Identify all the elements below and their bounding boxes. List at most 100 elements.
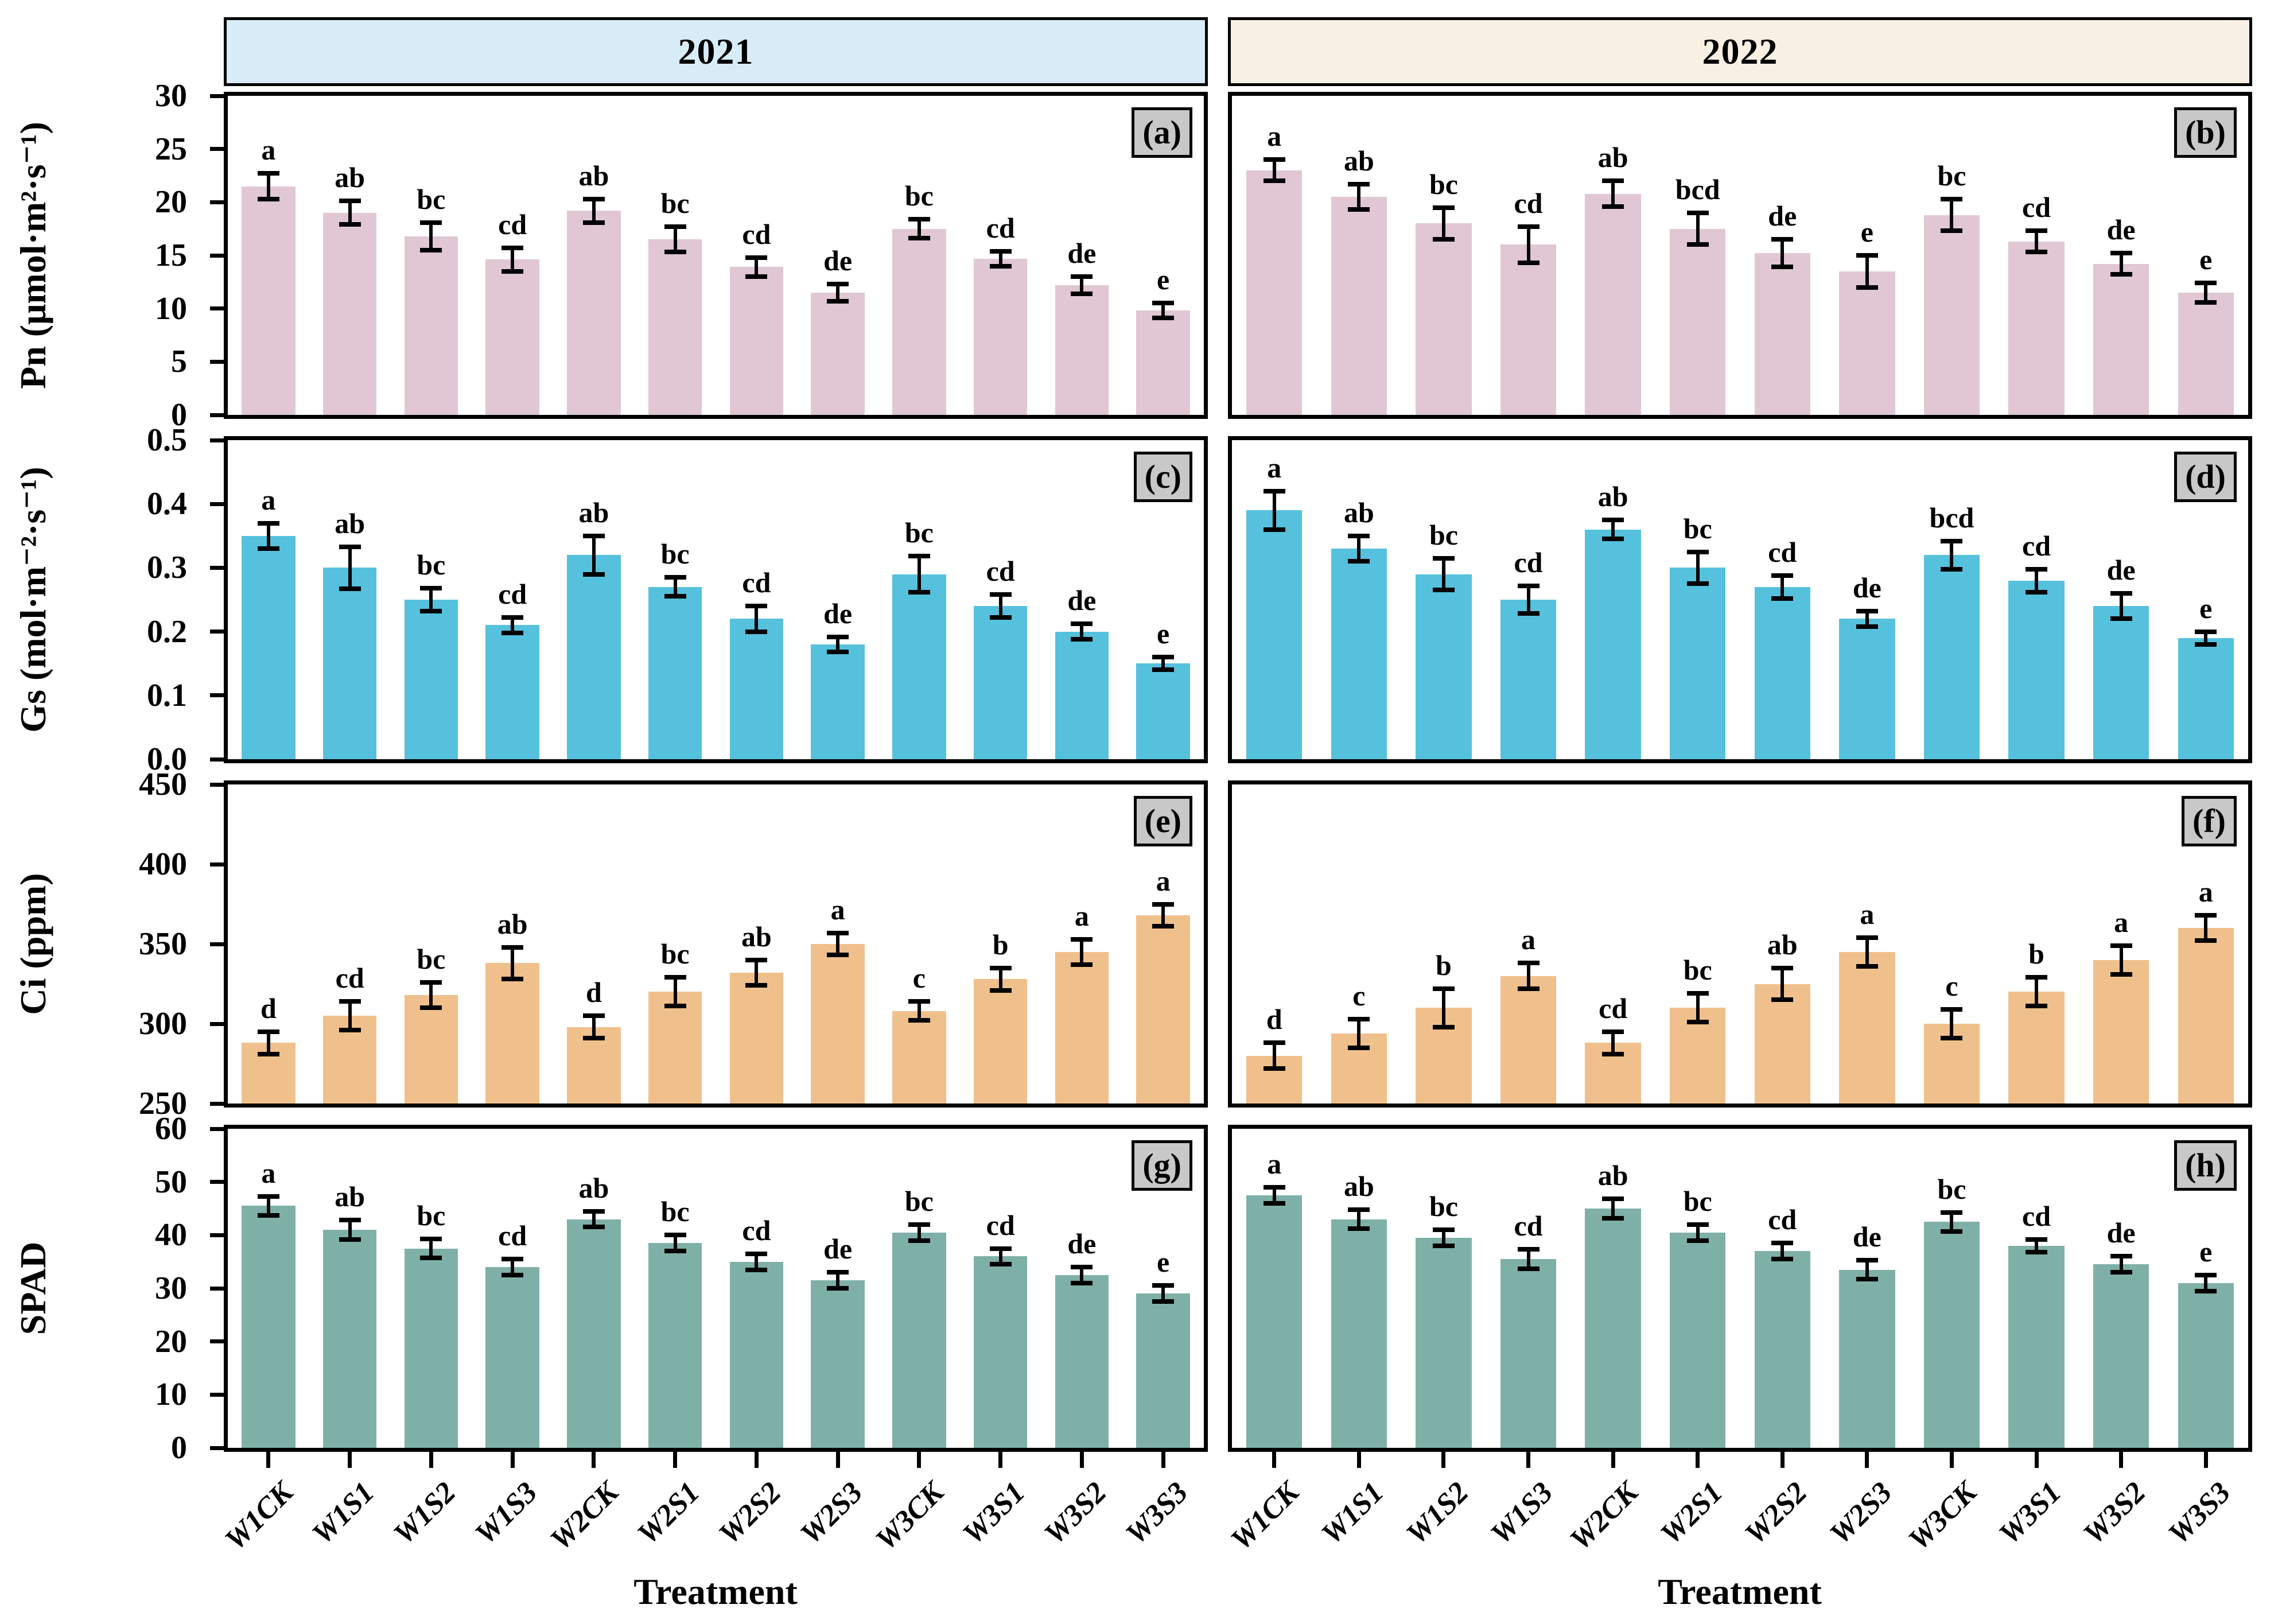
- significance-letter: de: [1067, 1227, 1097, 1260]
- error-bar-bottom-cap: [1602, 537, 1624, 542]
- error-bar-bottom-cap: [1517, 260, 1540, 265]
- significance-letter: a: [1860, 898, 1875, 930]
- bar-W2S3: [1839, 951, 1895, 1104]
- error-bar: [1950, 541, 1954, 569]
- bar-W3S2: [2093, 263, 2149, 415]
- error-bar-top-cap: [745, 1251, 768, 1256]
- error-bar-top-cap: [582, 1013, 605, 1019]
- y-tick: [210, 1233, 224, 1237]
- x-axis-title-right: Treatment: [1658, 1571, 1822, 1612]
- bar-W3S1: [2008, 1245, 2065, 1448]
- error-bar: [1865, 255, 1869, 287]
- error-bar-bottom-cap: [2026, 1250, 2048, 1254]
- error-bar-top-cap: [908, 217, 930, 222]
- bar-W3CK: [1923, 1222, 1980, 1448]
- error-bar-top-cap: [1432, 555, 1455, 561]
- error-bar: [836, 284, 840, 301]
- error-bar: [673, 1235, 677, 1252]
- error-bar-bottom-cap: [1263, 178, 1285, 184]
- error-bar-bottom-cap: [908, 1018, 930, 1023]
- significance-letter: ab: [335, 1180, 366, 1213]
- significance-letter: cd: [1514, 1210, 1543, 1242]
- error-bar-top-cap: [2195, 629, 2217, 634]
- bar-W2S1: [1670, 568, 1726, 759]
- error-bar-bottom-cap: [989, 1262, 1012, 1267]
- error-bar: [348, 1220, 352, 1240]
- error-bar: [1780, 968, 1785, 1000]
- error-bar-top-cap: [582, 533, 605, 538]
- bar-W1S1: [322, 568, 377, 759]
- panel-h: a ab bc cd ab bc cd de bc cd de e (h) W1CK W1S1 W1S2 W1S…: [1225, 1125, 2252, 1556]
- bar-W3CK: [892, 228, 946, 415]
- error-bar-top-cap: [664, 1233, 686, 1238]
- error-bar-top-cap: [1071, 937, 1093, 942]
- error-bar: [2035, 1239, 2039, 1252]
- bar-W2S1: [1670, 228, 1726, 415]
- bar-W1CK: [1246, 510, 1303, 759]
- x-tick-label: W1S1: [1315, 1475, 1390, 1551]
- significance-letter: bc: [417, 1199, 446, 1231]
- error-bar-top-cap: [1856, 1257, 1878, 1262]
- error-bar-bottom-cap: [664, 1004, 686, 1009]
- error-bar-bottom-cap: [420, 247, 442, 252]
- y-tick-label: 20: [155, 184, 187, 220]
- x-tick: [1949, 1452, 1954, 1468]
- bar-W3S1: [2008, 580, 2065, 759]
- error-bar: [266, 173, 270, 199]
- error-bar-top-cap: [1152, 902, 1175, 907]
- error-bar-bottom-cap: [1071, 291, 1093, 296]
- error-bar-top-cap: [1602, 1029, 1624, 1034]
- error-bar: [266, 523, 270, 549]
- significance-letter: cd: [986, 1209, 1015, 1241]
- error-bar-top-cap: [1432, 986, 1455, 991]
- error-bar-bottom-cap: [1517, 986, 1540, 991]
- error-bar-top-cap: [1071, 274, 1093, 279]
- bar-W1S2: [404, 600, 458, 759]
- error-bar: [1950, 199, 1954, 231]
- error-bar-bottom-cap: [664, 1249, 686, 1254]
- error-bar: [348, 201, 352, 225]
- x-tick: [1865, 1452, 1869, 1468]
- error-bar-top-cap: [1432, 205, 1455, 210]
- bar-W3S3: [2178, 1283, 2234, 1448]
- error-bar-bottom-cap: [420, 1005, 442, 1011]
- error-bar: [429, 982, 433, 1008]
- bar-W1S1: [1331, 549, 1387, 759]
- error-bar-top-cap: [339, 544, 361, 549]
- significance-letter: e: [1157, 617, 1170, 650]
- y-tick: [210, 757, 224, 762]
- year-header-2022: 2022: [1228, 17, 2252, 86]
- error-bar-top-cap: [1263, 157, 1285, 162]
- error-bar-bottom-cap: [420, 609, 442, 614]
- y-tick: [210, 306, 224, 311]
- significance-letter: d: [260, 992, 277, 1024]
- error-bar-top-cap: [1686, 991, 1709, 996]
- error-bar-bottom-cap: [1348, 207, 1370, 212]
- bar-W2S3: [811, 644, 865, 759]
- error-bar-bottom-cap: [1771, 265, 1794, 270]
- error-bar-top-cap: [257, 1029, 279, 1034]
- error-bar-bottom-cap: [339, 222, 361, 227]
- x-tick-label: W2CK: [1563, 1475, 1645, 1557]
- x-tick: [998, 1452, 1003, 1468]
- significance-letter: a: [1267, 451, 1282, 484]
- x-tick-label: W3S1: [1992, 1475, 2068, 1551]
- bar-W3CK: [1923, 215, 1980, 415]
- significance-letter: ab: [1767, 928, 1798, 961]
- error-bar-bottom-cap: [664, 594, 686, 599]
- error-bar: [755, 606, 759, 632]
- error-bar-top-cap: [989, 592, 1012, 597]
- bar-W3S2: [2093, 1264, 2149, 1448]
- error-bar-bottom-cap: [502, 1272, 524, 1277]
- error-bar-top-cap: [420, 220, 442, 225]
- significance-letter: bc: [417, 548, 446, 581]
- x-tick-label: W1S2: [387, 1475, 462, 1551]
- significance-letter: ab: [1343, 1170, 1374, 1202]
- error-bar-top-cap: [2195, 281, 2217, 286]
- bar-W1S2: [404, 1248, 458, 1448]
- significance-letter: cd: [986, 555, 1015, 588]
- error-bar-top-cap: [908, 554, 930, 559]
- error-bar-top-cap: [1771, 965, 1794, 970]
- significance-letter: de: [1067, 237, 1097, 270]
- bar-W2CK: [1585, 193, 1641, 415]
